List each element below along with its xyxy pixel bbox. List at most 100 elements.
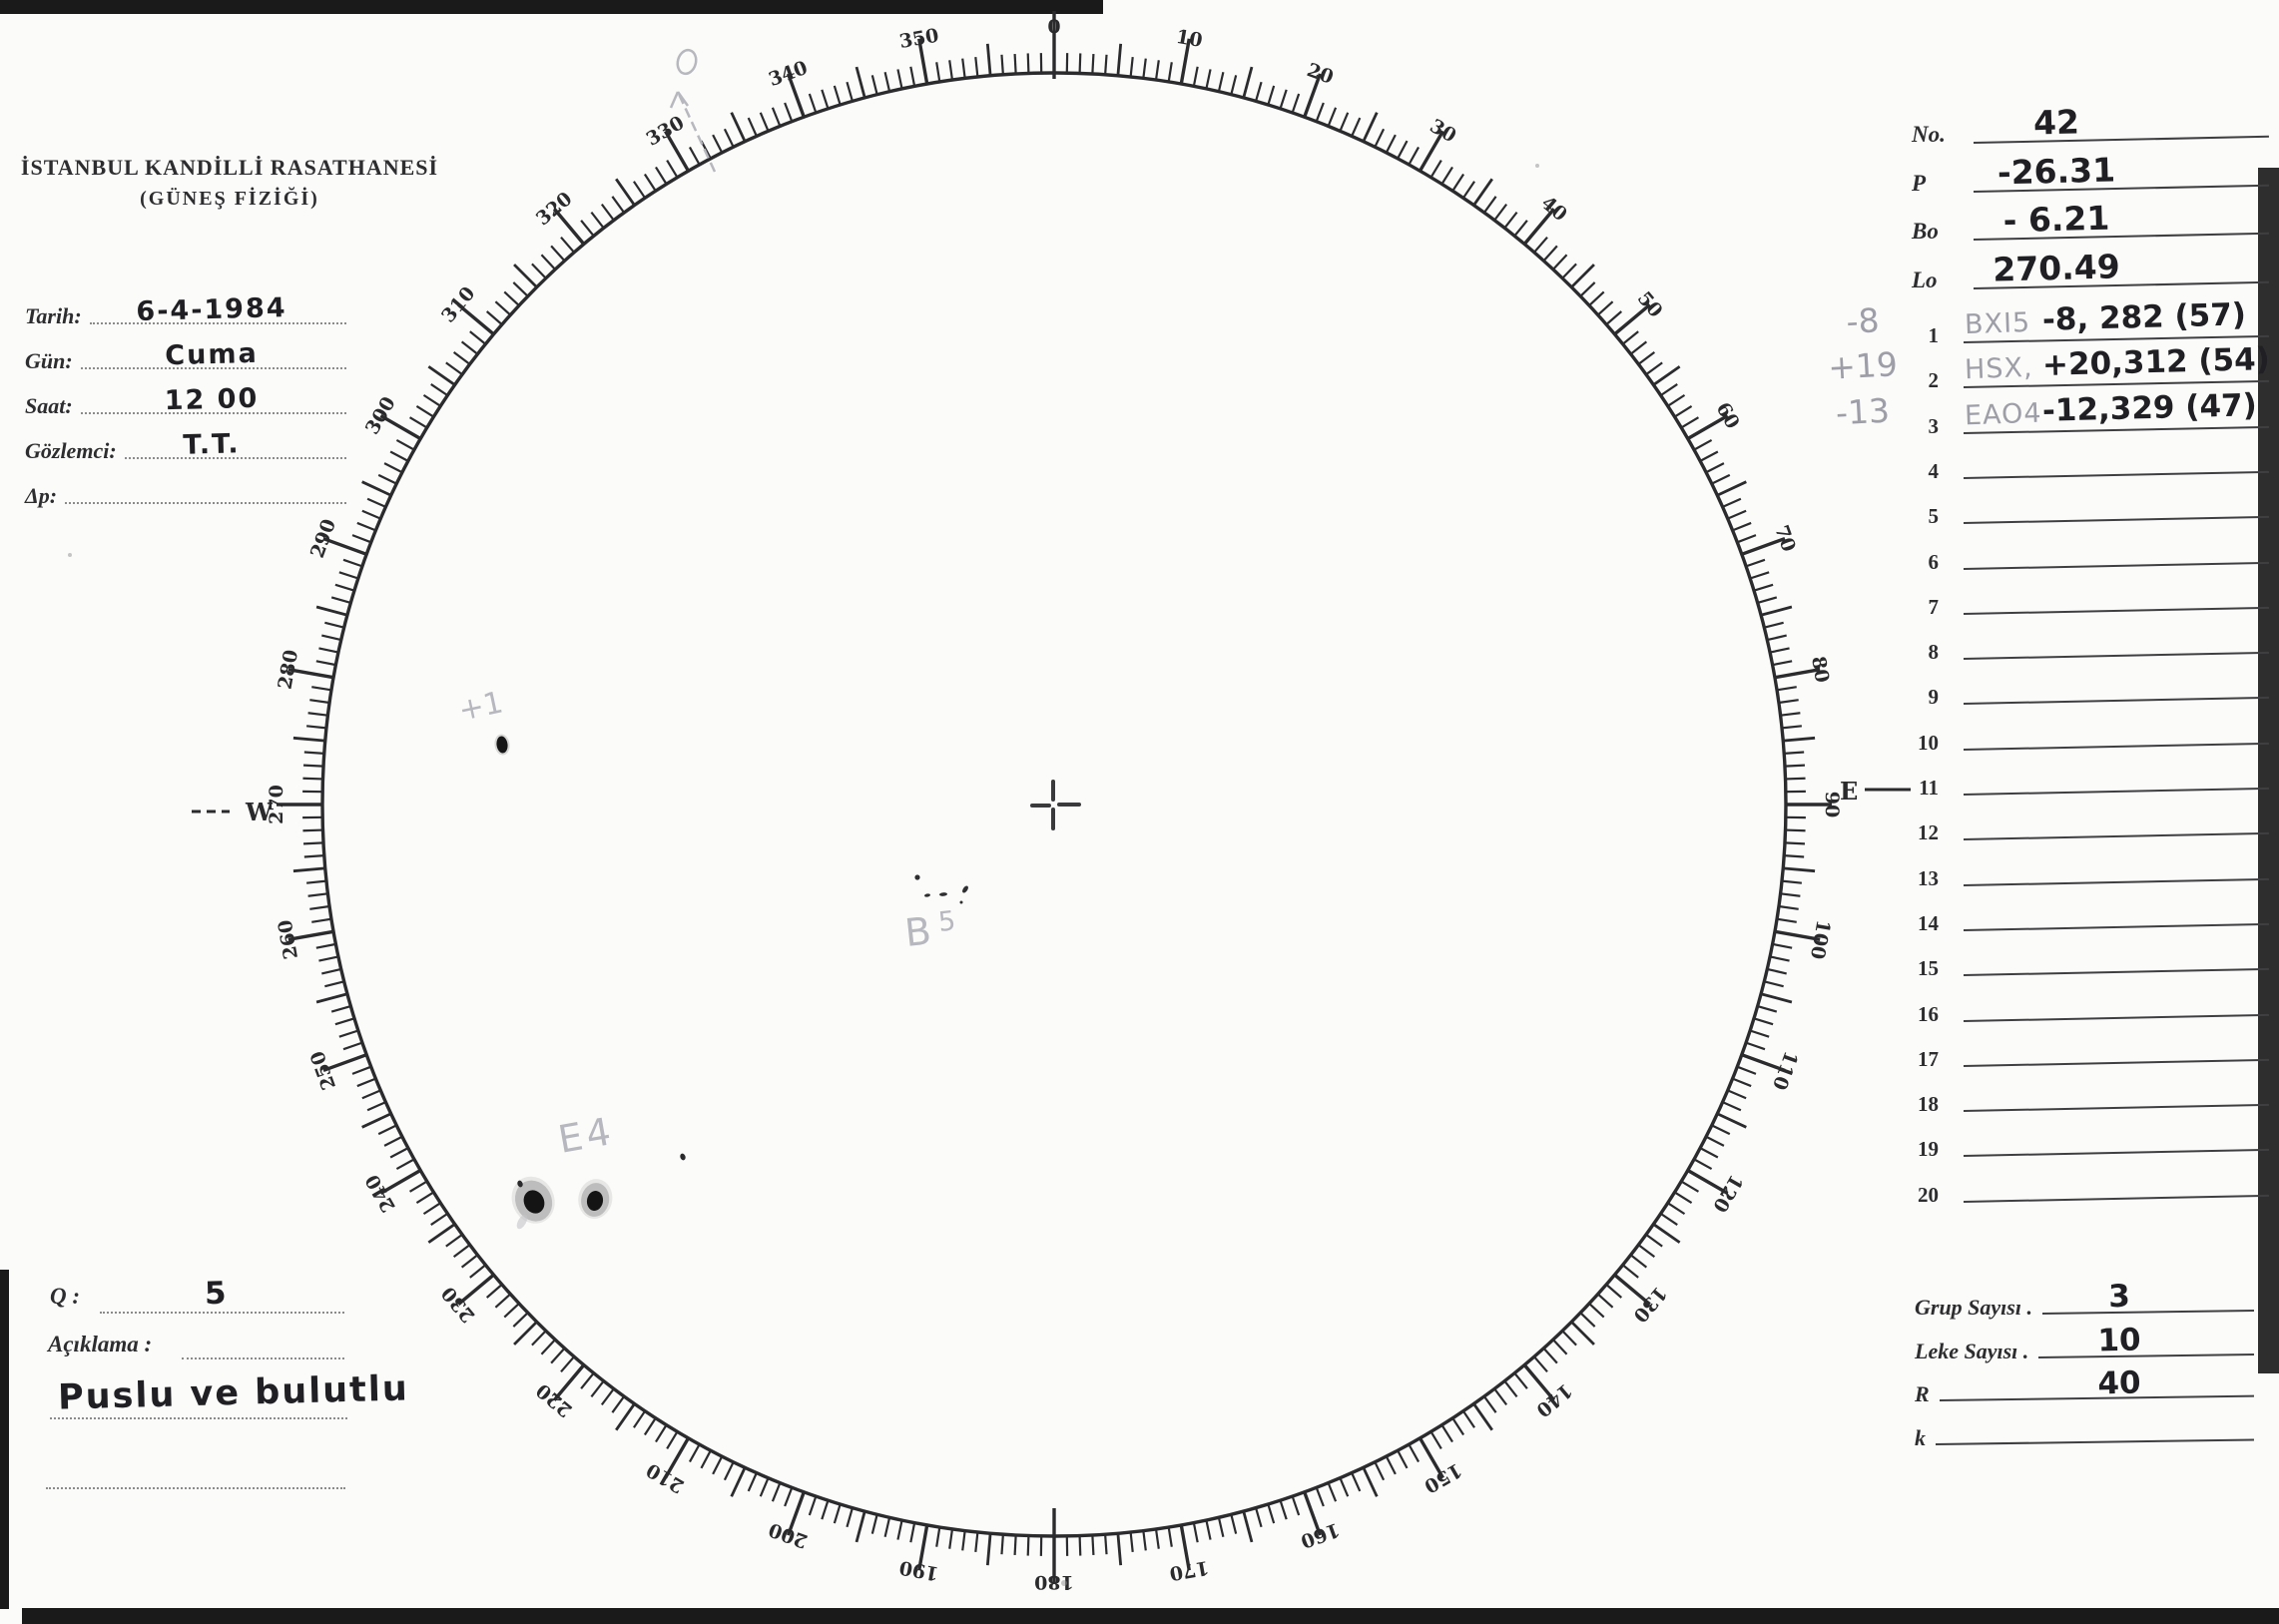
degree-tick [1339, 112, 1350, 132]
degree-tick [730, 112, 747, 143]
quality-label: Q : [50, 1284, 81, 1309]
degree-tick [550, 1347, 566, 1364]
degree-tick [361, 509, 381, 520]
degree-tick [321, 967, 342, 975]
degree-label: 80 [1807, 655, 1833, 685]
degree-tick [870, 1513, 878, 1534]
degree-tick [445, 361, 463, 376]
degree-tick [469, 330, 487, 345]
degree-tick [383, 462, 403, 474]
sunspot-umbra [496, 736, 508, 754]
degree-label: 170 [1168, 1556, 1211, 1585]
degree-tick [452, 350, 471, 365]
degree-tick [512, 1312, 529, 1328]
degree-tick [1760, 605, 1793, 617]
degree-tick [445, 1233, 463, 1248]
degree-tick [1205, 69, 1212, 90]
group-row-margin-latitude: -8 [1845, 300, 1881, 341]
degree-tick [1154, 60, 1160, 81]
degree-tick [457, 1273, 495, 1307]
degree-tick [1776, 917, 1797, 923]
degree-tick [302, 828, 323, 832]
degree-label: 290 [306, 516, 340, 561]
degree-tick [513, 1321, 538, 1346]
group-row-number: 15 [1918, 956, 1939, 981]
summary-label: R [1915, 1381, 1930, 1407]
degree-tick [1533, 236, 1548, 254]
group-row-number: 12 [1918, 820, 1939, 845]
degree-tick [1645, 361, 1663, 376]
scan-speck [1061, 1580, 1067, 1586]
degree-tick [1781, 879, 1802, 884]
degree-tick [771, 107, 782, 127]
degree-tick [1513, 1371, 1528, 1389]
degree-tick [408, 416, 428, 429]
observatory-header: İSTANBUL KANDİLLİ RASATHANESİ (GÜNEŞ FİZ… [10, 155, 449, 211]
degree-tick [1472, 1402, 1493, 1431]
center-group-dot [939, 892, 947, 896]
degree-tick [1451, 173, 1465, 192]
degree-tick [633, 181, 647, 199]
degree-tick [1784, 751, 1805, 755]
degree-tick [883, 72, 891, 93]
center-group-dot [962, 885, 968, 893]
degree-tick [1596, 300, 1614, 316]
degree-tick [935, 62, 941, 83]
degree-tick [1637, 350, 1656, 365]
degree-tick [1785, 828, 1806, 832]
degree-tick [1693, 1158, 1713, 1171]
degree-tick [1745, 558, 1766, 568]
ephemeris-row-no: No. 42 [1912, 102, 2269, 148]
degree-tick [1303, 1491, 1323, 1536]
degree-tick [808, 93, 818, 114]
field-dotted-line [124, 443, 346, 459]
degree-tick [643, 1417, 657, 1436]
observatory-subtitle: (GÜNEŞ FİZİĞİ) [140, 188, 319, 210]
degree-tick [1315, 102, 1325, 123]
degree-tick [808, 1495, 818, 1516]
degree-tick [315, 942, 336, 949]
group-row-number: 3 [1928, 413, 1940, 438]
degree-tick [1440, 1424, 1453, 1443]
degree-tick [366, 1101, 386, 1112]
degree-tick [821, 89, 830, 110]
degree-tick [1217, 72, 1225, 93]
degree-tick [550, 245, 566, 263]
summary-block: Grup Sayısı . 3 Leke Sayısı . 10 R 40 k [1915, 1279, 2254, 1459]
degree-tick [1408, 146, 1421, 166]
degree-label: 230 [437, 1282, 479, 1327]
degree-tick [1745, 1041, 1766, 1051]
degree-tick [513, 264, 538, 288]
degree-tick [1749, 571, 1770, 580]
degree-tick [531, 263, 547, 279]
ephemeris-label: Lo [1912, 268, 1938, 293]
group-row-number: 2 [1928, 368, 1940, 393]
degree-tick [1078, 53, 1082, 74]
degree-tick [287, 929, 334, 941]
field-label: Saat: [25, 393, 73, 418]
degree-tick [338, 571, 359, 580]
remarks-line-2 [50, 1397, 347, 1419]
degree-tick [460, 1254, 479, 1269]
group-row-number: 8 [1928, 640, 1940, 665]
degree-tick [1727, 509, 1747, 520]
degree-tick [1129, 1531, 1134, 1552]
degree-tick [408, 1180, 428, 1193]
degree-tick [1652, 365, 1681, 386]
degree-tick [415, 405, 434, 418]
group-row-value: +20,312 (54) [2041, 341, 2271, 384]
degree-tick [1596, 1293, 1614, 1309]
degree-tick [1339, 1477, 1350, 1497]
summary-row-k: k [1915, 1410, 2254, 1451]
scan-edge-top [0, 0, 1103, 14]
degree-tick [600, 1387, 615, 1406]
degree-tick [759, 112, 770, 132]
degree-tick [540, 1339, 556, 1355]
degree-tick [580, 1371, 595, 1389]
scan-edge-right [2258, 168, 2279, 1373]
summary-label: Leke Sayısı . [1915, 1338, 2029, 1363]
small-sunspot-dot [680, 1153, 686, 1161]
degree-tick [1179, 1524, 1191, 1571]
degree-tick [342, 558, 363, 568]
